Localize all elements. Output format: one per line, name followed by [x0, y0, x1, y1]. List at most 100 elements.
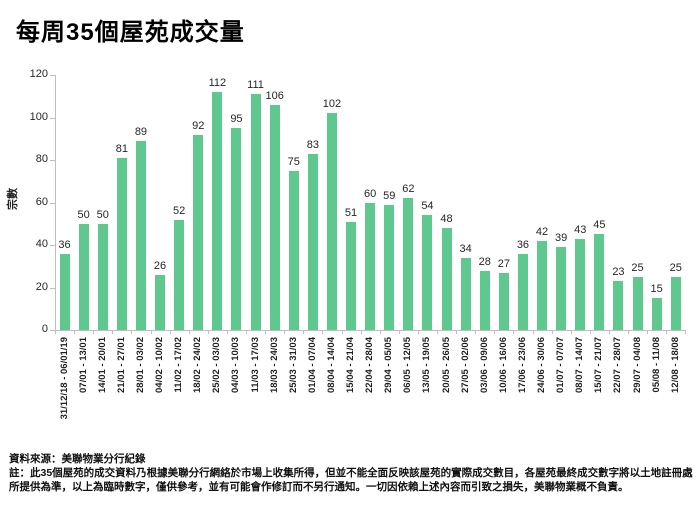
bar [651, 298, 662, 330]
x-axis-label: 31/12/18 - 06/01/19 [58, 337, 70, 420]
x-tick [169, 330, 171, 334]
x-tick [437, 330, 438, 334]
bar-value-label: 106 [265, 89, 284, 102]
bar [422, 215, 433, 330]
bar-value-label: 25 [631, 261, 644, 274]
x-axis-label: 03/06 - 09/06 [478, 337, 490, 393]
x-tick [570, 330, 572, 334]
bar-value-label: 83 [306, 138, 319, 151]
x-tick [398, 330, 400, 334]
x-axis-label: 18/03 - 24/03 [268, 337, 280, 393]
x-tick [55, 330, 56, 334]
x-tick [322, 330, 324, 334]
bar-value-label: 75 [287, 155, 300, 168]
x-tick [303, 330, 305, 334]
footer-notes: 資料來源：美聯物業分行紀錄 註：此35個屋苑的成交資料乃根據美聯分行網絡於市場上… [9, 452, 697, 494]
bar-value-label: 36 [516, 238, 530, 251]
bar [116, 157, 127, 330]
y-tick [50, 160, 55, 161]
bar [498, 272, 509, 330]
bar-value-label: 50 [96, 208, 109, 221]
x-tick [150, 330, 152, 334]
bar [517, 253, 528, 330]
bar-value-label: 39 [555, 232, 568, 245]
x-axis-label: 04/02 - 10/02 [154, 337, 166, 393]
bar [135, 140, 146, 330]
bar-value-label: 52 [173, 204, 186, 217]
x-tick [608, 330, 610, 334]
bar [479, 270, 490, 330]
bar [59, 253, 70, 330]
bar-value-label: 42 [535, 225, 549, 238]
x-tick [131, 330, 133, 334]
bar [231, 128, 242, 330]
y-tick-label: 120 [29, 68, 48, 80]
chart-title: 每周35個屋苑成交量 [16, 19, 245, 46]
x-tick [475, 330, 477, 334]
data-source-note: 資料來源：美聯物業分行紀錄 [9, 453, 146, 465]
x-axis-label: 24/06 - 30/06 [536, 337, 548, 393]
y-tick [50, 117, 55, 119]
bar-value-label: 15 [650, 283, 663, 296]
x-tick [226, 330, 228, 334]
x-axis-label: 05/08 - 11/08 [650, 337, 662, 393]
bar-value-label: 111 [247, 79, 264, 92]
bar [346, 221, 357, 330]
x-axis-label: 29/07 - 04/08 [631, 337, 643, 393]
x-tick [494, 330, 496, 334]
bar-value-label: 28 [478, 255, 491, 268]
bar-value-label: 25 [669, 261, 682, 274]
bar-value-label: 50 [77, 208, 90, 221]
y-tick [50, 287, 55, 289]
y-axis-line [55, 75, 56, 331]
x-axis-label: 08/04 - 14/04 [325, 337, 337, 393]
x-axis-label: 29/04 - 05/05 [383, 337, 395, 393]
x-tick [265, 330, 267, 334]
disclaimer-line-1: 註：此35個屋苑的成交資料乃根據美聯分行網絡於市場上收集所得，但並不能全面反映該… [9, 467, 693, 479]
x-tick [207, 330, 209, 334]
y-tick-label: 60 [35, 195, 48, 208]
x-tick [112, 330, 114, 334]
y-tick-label: 40 [35, 238, 48, 250]
bar [441, 228, 452, 330]
y-tick [50, 245, 55, 246]
bar [250, 94, 261, 330]
x-tick [456, 330, 458, 334]
bar-value-label: 54 [421, 200, 434, 213]
x-tick [589, 330, 591, 334]
x-axis-label: 21/01 - 27/01 [115, 337, 127, 393]
x-axis-label: 15/04 - 21/04 [345, 337, 357, 393]
x-tick [284, 330, 286, 334]
x-tick [532, 330, 534, 334]
x-axis-label: 27/05 - 02/06 [459, 337, 471, 393]
bar [288, 170, 299, 330]
x-axis-label: 15/07 - 21/07 [593, 337, 605, 393]
x-tick [666, 330, 668, 334]
bar [575, 238, 586, 330]
bar-value-label: 59 [383, 189, 396, 202]
bar-value-label: 62 [402, 183, 415, 196]
x-tick [551, 330, 553, 334]
x-axis-line [54, 330, 687, 331]
bar-value-label: 43 [574, 223, 587, 236]
bar-value-label: 89 [134, 125, 148, 138]
bar [307, 153, 318, 330]
bar-value-label: 23 [612, 266, 625, 279]
bar [269, 104, 280, 330]
x-tick [246, 330, 247, 334]
bar [212, 92, 223, 330]
y-tick-label: 80 [35, 153, 48, 165]
bar-value-label: 48 [440, 213, 453, 225]
bar [78, 223, 89, 330]
y-tick [50, 330, 55, 331]
bar [670, 276, 681, 330]
x-axis-label: 25/03 - 31/03 [287, 337, 299, 393]
x-tick [341, 330, 343, 334]
bar-value-label: 36 [58, 238, 71, 251]
bar [155, 274, 166, 330]
x-axis-label: 01/07 - 07/07 [555, 337, 567, 393]
x-axis-label: 17/06 - 23/06 [516, 337, 528, 393]
disclaimer-line-2: 所提供為準，以上為臨時數字，僅供參考，並有可能會作修訂而不另行通知。一切因依賴上… [9, 481, 629, 493]
x-tick [685, 330, 687, 334]
